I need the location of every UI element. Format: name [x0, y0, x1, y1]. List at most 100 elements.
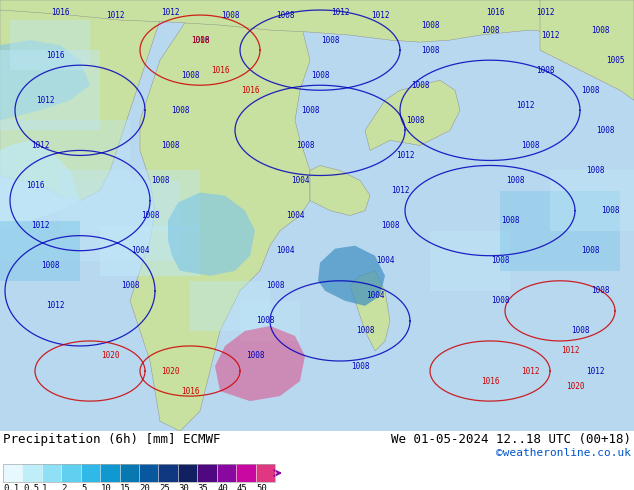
- Bar: [158, 464, 178, 482]
- Text: 1008: 1008: [536, 66, 554, 74]
- Text: 1008: 1008: [421, 46, 439, 55]
- Bar: [500, 191, 620, 271]
- Polygon shape: [0, 0, 180, 200]
- Bar: [430, 231, 510, 291]
- Text: 1004: 1004: [131, 246, 149, 255]
- Text: 1008: 1008: [276, 11, 294, 20]
- Text: 1012: 1012: [560, 346, 579, 355]
- Text: 2: 2: [61, 484, 67, 490]
- Text: 1008: 1008: [571, 326, 589, 336]
- Text: 1008: 1008: [256, 317, 275, 325]
- Bar: [256, 464, 275, 482]
- Text: 1016: 1016: [191, 36, 209, 45]
- Text: 1012: 1012: [541, 30, 559, 40]
- Bar: [120, 464, 139, 482]
- Bar: [81, 464, 100, 482]
- Text: 1008: 1008: [381, 221, 399, 230]
- Text: 1008: 1008: [506, 176, 524, 185]
- Text: 1008: 1008: [191, 36, 209, 45]
- Text: 1008: 1008: [521, 141, 540, 150]
- Text: 1020: 1020: [566, 382, 585, 391]
- Text: 1012: 1012: [515, 101, 534, 110]
- Text: 1008: 1008: [246, 351, 264, 361]
- Text: 1012: 1012: [536, 7, 554, 17]
- Bar: [100, 225, 200, 276]
- Text: 5: 5: [81, 484, 87, 490]
- Text: 1012: 1012: [106, 11, 124, 20]
- Text: We 01-05-2024 12..18 UTC (00+18): We 01-05-2024 12..18 UTC (00+18): [391, 433, 631, 446]
- Text: 1016: 1016: [486, 7, 504, 17]
- Text: 1012: 1012: [36, 96, 55, 105]
- Polygon shape: [365, 80, 460, 150]
- Text: 40: 40: [217, 484, 228, 490]
- Polygon shape: [130, 0, 310, 431]
- Text: 1008: 1008: [171, 106, 190, 115]
- Bar: [236, 464, 256, 482]
- Bar: [240, 301, 300, 341]
- Text: 1008: 1008: [586, 166, 604, 175]
- Text: 50: 50: [256, 484, 267, 490]
- Text: 1012: 1012: [46, 301, 64, 310]
- Text: 1008: 1008: [581, 246, 599, 255]
- Bar: [550, 171, 634, 231]
- Text: 1004: 1004: [291, 176, 309, 185]
- Text: 1008: 1008: [481, 25, 499, 35]
- Text: 1008: 1008: [421, 21, 439, 29]
- Bar: [42, 464, 61, 482]
- Text: 1004: 1004: [376, 256, 394, 265]
- Text: 35: 35: [198, 484, 209, 490]
- Bar: [10, 20, 90, 70]
- Text: 1008: 1008: [301, 106, 320, 115]
- Text: 1012: 1012: [391, 186, 410, 195]
- Text: 1004: 1004: [276, 246, 294, 255]
- Text: Precipitation (6h) [mm] ECMWF: Precipitation (6h) [mm] ECMWF: [3, 433, 221, 446]
- Bar: [0, 50, 100, 130]
- Text: 1005: 1005: [605, 56, 624, 65]
- Text: 1008: 1008: [601, 206, 619, 215]
- Text: 1008: 1008: [356, 326, 374, 336]
- Polygon shape: [215, 326, 305, 401]
- Text: 1008: 1008: [591, 25, 609, 35]
- Text: 1012: 1012: [331, 7, 349, 17]
- Polygon shape: [0, 141, 80, 231]
- Bar: [0, 220, 80, 281]
- Text: 1008: 1008: [406, 116, 424, 125]
- Bar: [139, 464, 158, 482]
- Text: 1020: 1020: [161, 367, 179, 375]
- Text: 1008: 1008: [501, 216, 519, 225]
- Text: 1020: 1020: [101, 351, 119, 361]
- Bar: [178, 464, 197, 482]
- Bar: [197, 464, 217, 482]
- Text: 1008: 1008: [411, 81, 429, 90]
- Text: 1016: 1016: [481, 376, 499, 386]
- Text: 1008: 1008: [311, 71, 329, 80]
- Text: 1016: 1016: [46, 50, 64, 60]
- Text: 1008: 1008: [321, 36, 339, 45]
- Text: 1008: 1008: [120, 281, 139, 290]
- Text: 25: 25: [159, 484, 170, 490]
- Text: 1008: 1008: [596, 126, 614, 135]
- Text: 1012: 1012: [586, 367, 604, 375]
- Text: 1008: 1008: [351, 362, 369, 370]
- Text: 1004: 1004: [286, 211, 304, 220]
- Text: 1016: 1016: [26, 181, 44, 190]
- Text: 1008: 1008: [581, 86, 599, 95]
- Text: 1012: 1012: [521, 367, 540, 375]
- Text: 1016: 1016: [51, 7, 69, 17]
- Text: 1: 1: [42, 484, 48, 490]
- Text: 1008: 1008: [221, 11, 239, 20]
- Text: 1008: 1008: [491, 256, 509, 265]
- Text: 1008: 1008: [491, 296, 509, 305]
- Polygon shape: [0, 40, 90, 121]
- Text: 30: 30: [178, 484, 189, 490]
- Bar: [0, 180, 180, 261]
- Text: 1016: 1016: [241, 86, 259, 95]
- Text: 20: 20: [139, 484, 150, 490]
- Polygon shape: [540, 0, 634, 100]
- Text: 1008: 1008: [295, 141, 314, 150]
- Polygon shape: [0, 0, 634, 42]
- Text: 1008: 1008: [181, 71, 199, 80]
- Text: 0.5: 0.5: [23, 484, 39, 490]
- Text: 1012: 1012: [371, 11, 389, 20]
- Text: 1012: 1012: [161, 7, 179, 17]
